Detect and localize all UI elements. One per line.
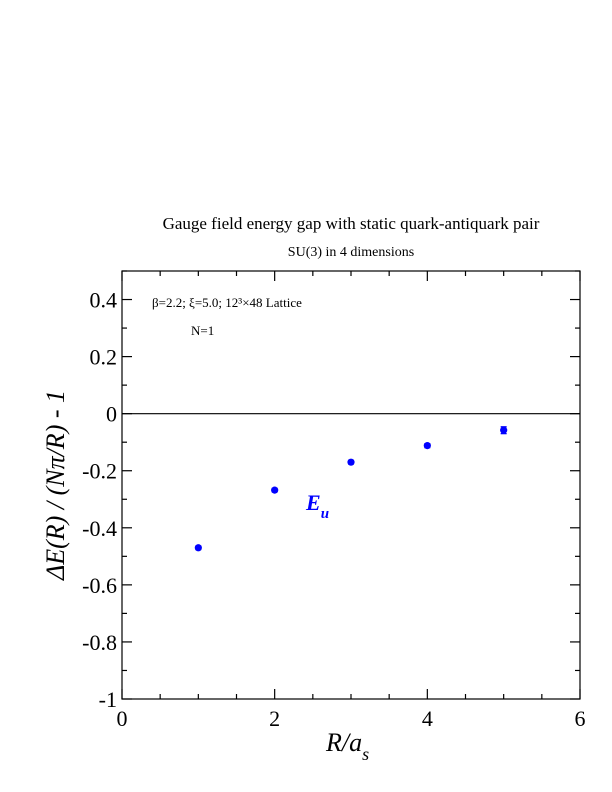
series-label: Eu (305, 490, 329, 522)
y-tick-label: -1 (99, 687, 117, 712)
annotation-n: N=1 (191, 323, 214, 338)
y-tick-label: 0.4 (90, 288, 118, 313)
y-tick-labels: -1 -0.8 -0.6 -0.4 -0.2 0 0.2 0.4 (82, 288, 117, 712)
y-tick-label: 0 (106, 402, 117, 427)
x-ticks (121, 271, 581, 699)
y-tick-label: 0.2 (90, 345, 118, 370)
data-point (194, 544, 202, 552)
data-point (271, 486, 279, 494)
x-tick-label: 6 (575, 706, 586, 731)
data-points (194, 426, 508, 552)
x-tick-labels: 0 2 4 6 (117, 706, 586, 731)
data-point (423, 442, 431, 450)
y-tick-label: -0.2 (82, 459, 117, 484)
y-tick-label: -0.4 (82, 516, 117, 541)
data-point (500, 426, 508, 434)
y-tick-label: -0.8 (82, 630, 117, 655)
data-point (347, 458, 355, 466)
y-tick-label: -0.6 (82, 573, 117, 598)
chart-title: Gauge field energy gap with static quark… (163, 214, 540, 233)
y-axis-label: ΔE(R) / (Nπ/R) - 1 (41, 390, 70, 581)
x-tick-label: 0 (117, 706, 128, 731)
chart-subtitle: SU(3) in 4 dimensions (288, 245, 414, 260)
x-axis-label: R/as (325, 728, 369, 764)
y-ticks (122, 270, 580, 700)
annotation-params: β=2.2; ξ=5.0; 12³×48 Lattice (152, 295, 302, 310)
x-tick-label: 4 (422, 706, 433, 731)
x-tick-label: 2 (269, 706, 280, 731)
